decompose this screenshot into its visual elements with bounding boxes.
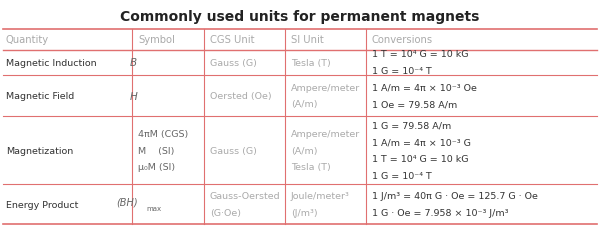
Text: Joule/meter³: Joule/meter³ [291, 192, 350, 201]
Text: Magnetization: Magnetization [6, 146, 73, 155]
Text: Ampere/meter: Ampere/meter [291, 83, 360, 93]
Text: B: B [130, 58, 137, 68]
Text: μ₀M (SI): μ₀M (SI) [138, 163, 175, 172]
Text: 1 A/m = 4π × 10⁻³ Oe: 1 A/m = 4π × 10⁻³ Oe [372, 83, 477, 93]
Text: CGS Unit: CGS Unit [210, 35, 254, 45]
Text: Gauss (G): Gauss (G) [210, 146, 257, 155]
Text: 1 J/m³ = 40π G · Oe = 125.7 G · Oe: 1 J/m³ = 40π G · Oe = 125.7 G · Oe [372, 192, 538, 201]
Text: Magnetic Induction: Magnetic Induction [6, 58, 97, 68]
Text: 1 G · Oe = 7.958 × 10⁻³ J/m³: 1 G · Oe = 7.958 × 10⁻³ J/m³ [372, 208, 509, 217]
Text: Tesla (T): Tesla (T) [291, 58, 331, 68]
Text: max: max [146, 205, 162, 212]
Text: Gauss-Oersted: Gauss-Oersted [210, 192, 281, 201]
Text: Energy Product: Energy Product [6, 200, 79, 209]
Text: 1 A/m = 4π × 10⁻³ G: 1 A/m = 4π × 10⁻³ G [372, 138, 471, 147]
Text: 4πM (CGS): 4πM (CGS) [138, 130, 188, 139]
Text: (A/m): (A/m) [291, 146, 317, 155]
Text: (G·Oe): (G·Oe) [210, 208, 241, 217]
Text: SI Unit: SI Unit [291, 35, 324, 45]
Text: Oersted (Oe): Oersted (Oe) [210, 92, 272, 101]
Text: (J/m³): (J/m³) [291, 208, 317, 217]
Text: Gauss (G): Gauss (G) [210, 58, 257, 68]
Text: 1 T = 10⁴ G = 10 kG: 1 T = 10⁴ G = 10 kG [372, 50, 469, 59]
Text: M    (SI): M (SI) [138, 146, 175, 155]
Text: Symbol: Symbol [138, 35, 175, 45]
Text: 1 G = 79.58 A/m: 1 G = 79.58 A/m [372, 121, 451, 130]
Text: 1 G = 10⁻⁴ T: 1 G = 10⁻⁴ T [372, 171, 432, 180]
Text: 1 G = 10⁻⁴ T: 1 G = 10⁻⁴ T [372, 67, 432, 76]
Text: (BH): (BH) [116, 197, 139, 207]
Text: 1 Oe = 79.58 A/m: 1 Oe = 79.58 A/m [372, 100, 457, 109]
Text: H: H [130, 91, 137, 101]
Text: Ampere/meter: Ampere/meter [291, 130, 360, 139]
Text: Magnetic Field: Magnetic Field [6, 92, 74, 101]
Text: Tesla (T): Tesla (T) [291, 163, 331, 172]
Text: Commonly used units for permanent magnets: Commonly used units for permanent magnet… [121, 10, 479, 24]
Text: Conversions: Conversions [372, 35, 433, 45]
Text: 1 T = 10⁴ G = 10 kG: 1 T = 10⁴ G = 10 kG [372, 154, 469, 163]
Text: Quantity: Quantity [6, 35, 49, 45]
Text: (A/m): (A/m) [291, 100, 317, 109]
